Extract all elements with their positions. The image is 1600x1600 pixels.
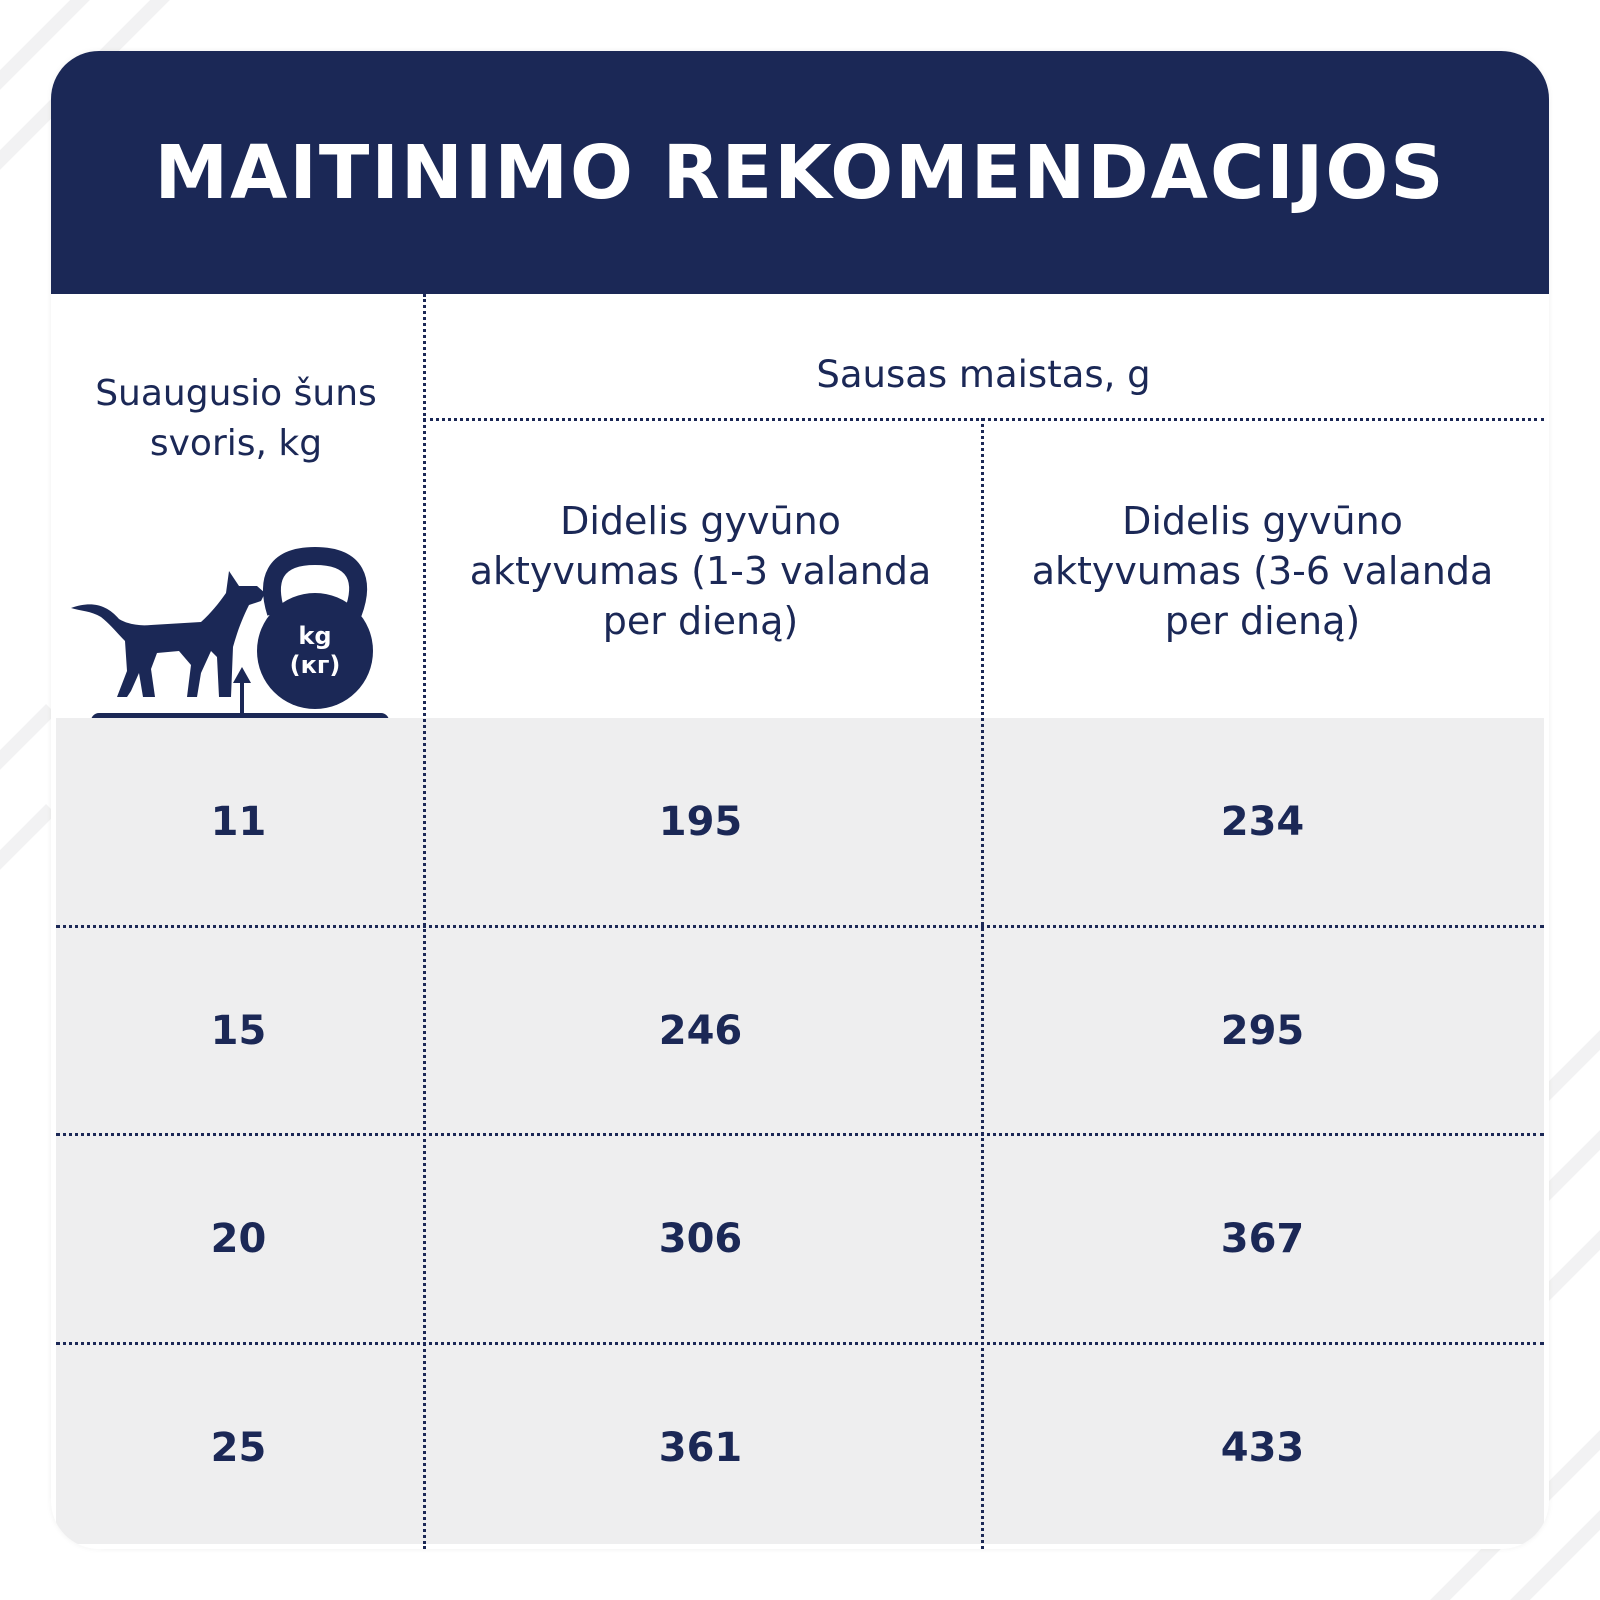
activity-1-line-3: per dieną)	[602, 599, 799, 643]
weight-header-line-1: Suaugusio šuns	[95, 373, 377, 414]
activity-2-line-1: Didelis gyvūno	[1122, 499, 1403, 543]
row-1-weight: 11	[210, 799, 267, 845]
row-3-high-activity: 367	[1220, 1216, 1305, 1262]
dog-on-scale-kettlebell-icon: kg (кг)	[61, 501, 401, 751]
activity-3-6h-header: Didelis gyvūno aktyvumas (3-6 valanda pe…	[981, 421, 1544, 721]
activity-1-line-1: Didelis gyvūno	[560, 499, 841, 543]
header-banner: MAITINIMO REKOMENDACIJOS	[51, 51, 1549, 294]
page-title: MAITINIMO REKOMENDACIJOS	[154, 129, 1446, 216]
data-rows-background	[56, 718, 1544, 1544]
kg-label: kg	[298, 622, 331, 650]
row-2-high-activity: 295	[1220, 1008, 1305, 1054]
column-divider-2	[981, 418, 984, 1549]
row-divider-1	[56, 925, 1544, 928]
dry-food-header: Sausas maistas, g	[816, 352, 1151, 396]
row-2-low-activity: 246	[658, 1008, 743, 1054]
row-1-low-activity: 195	[658, 799, 743, 845]
row-4-low-activity: 361	[658, 1425, 743, 1471]
kg-cyrillic-label: (кг)	[290, 651, 341, 679]
row-2-weight: 15	[210, 1008, 267, 1054]
row-divider-2	[56, 1133, 1544, 1136]
activity-1-3h-header: Didelis gyvūno aktyvumas (1-3 valanda pe…	[423, 421, 978, 721]
row-3-weight: 20	[210, 1216, 267, 1262]
activity-2-line-2: aktyvumas (3-6 valanda	[1031, 549, 1494, 593]
row-divider-3	[56, 1342, 1544, 1345]
activity-2-line-3: per dieną)	[1164, 599, 1361, 643]
row-4-weight: 25	[210, 1425, 267, 1471]
header-divider	[423, 418, 1544, 421]
activity-1-line-2: aktyvumas (1-3 valanda	[469, 549, 932, 593]
column-divider-1	[423, 294, 426, 1549]
weight-header-line-2: svoris, kg	[149, 423, 323, 464]
row-1-high-activity: 234	[1220, 799, 1305, 845]
feeding-table-card: MAITINIMO REKOMENDACIJOS Suaugusio šuns …	[51, 51, 1549, 1549]
row-4-high-activity: 433	[1220, 1425, 1305, 1471]
row-3-low-activity: 306	[658, 1216, 743, 1262]
weight-column-header: Suaugusio šuns svoris, kg	[71, 369, 401, 469]
